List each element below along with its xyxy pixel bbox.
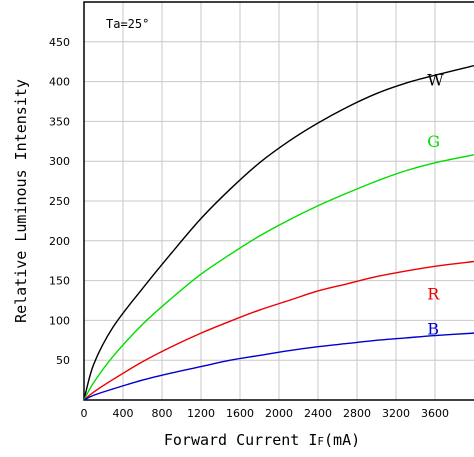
series-labels: W G RB (427, 71, 444, 339)
plot-area-frame (83, 1, 474, 401)
x-axis-title-main: Forward Current I (164, 431, 318, 449)
y-tick-label: 400 (49, 76, 70, 89)
y-tick-label: 250 (49, 195, 70, 208)
series-label-b: B (427, 320, 439, 339)
y-tick-label: 350 (49, 115, 70, 128)
series-line-b (83, 332, 474, 401)
x-tick-label: 2800 (343, 407, 371, 420)
series-line-w (83, 65, 474, 401)
y-tick-label: 450 (49, 36, 70, 49)
x-tick-label: 3200 (382, 407, 410, 420)
x-axis-title-unit: (mA) (324, 431, 360, 449)
x-tick-label: 1600 (226, 407, 254, 420)
series-layer (83, 65, 474, 401)
condition-label: Ta=25° (106, 17, 149, 31)
series-label-w: W (427, 71, 444, 90)
x-axis-title-subscript: F (317, 435, 324, 448)
x-tick-labels: 0 400 800 1200 1600 2000 2400 2800 3200 3600 (81, 407, 450, 420)
grid-lines (84, 2, 474, 400)
y-tick-label: 200 (49, 235, 70, 248)
x-tick-label: 400 (113, 407, 134, 420)
x-tick-label: 2400 (304, 407, 332, 420)
series-line-r (83, 260, 474, 401)
x-tick-label: 800 (152, 407, 173, 420)
series-line-g (83, 154, 474, 401)
x-tick-label: 0 (81, 407, 88, 420)
series-label-r: R (427, 285, 440, 304)
y-tick-label: 100 (49, 314, 70, 327)
y-tick-label: 50 (56, 354, 70, 367)
y-tick-label: 300 (49, 155, 70, 168)
y-tick-label: 150 (49, 275, 70, 288)
x-tick-label: 2000 (265, 407, 293, 420)
series-label-g: G (427, 132, 440, 151)
x-tick-label: 1200 (187, 407, 215, 420)
x-tick-label: 3600 (421, 407, 449, 420)
x-axis-title: Forward Current IF(mA) (164, 431, 360, 449)
y-tick-labels: 50 100 150 200 250 300 350 400 450 (49, 36, 70, 367)
y-axis-title: Relative Luminous Intensity (12, 79, 30, 323)
